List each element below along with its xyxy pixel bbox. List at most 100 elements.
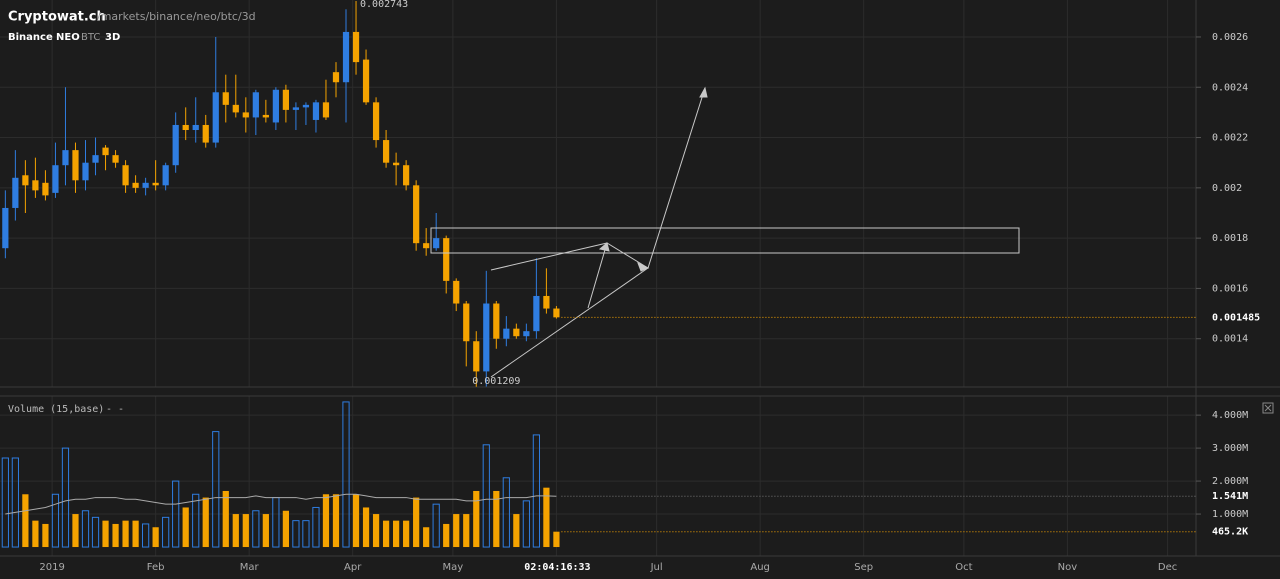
candle-body [403, 165, 410, 186]
candle-body [443, 238, 450, 281]
volume-bar [413, 497, 420, 548]
volume-bar [493, 490, 500, 548]
volume-ma-line [5, 493, 557, 515]
volume-bar [553, 531, 560, 548]
volume-bar [302, 520, 310, 548]
candle-body [152, 182, 159, 186]
volume-label: Volume (15,base) [8, 404, 104, 415]
candle-body [172, 124, 179, 166]
volume-bar [312, 506, 320, 548]
x-tick-label: Mar [240, 562, 260, 573]
volume-bar [182, 507, 189, 548]
x-tick-label: Dec [1158, 562, 1177, 573]
volume-bar [372, 514, 380, 548]
volume-bar [532, 434, 540, 548]
volume-bar [222, 490, 229, 548]
candle-body [513, 328, 520, 337]
candle-body [362, 59, 370, 103]
volume-bar [61, 447, 70, 548]
close-icon[interactable] [1264, 404, 1272, 412]
trend-line [490, 242, 608, 271]
x-tick-label: Apr [344, 562, 362, 573]
candle-body [543, 295, 550, 309]
candle-body [312, 102, 320, 120]
last-price-box [1198, 310, 1258, 325]
x-tick-label: Aug [750, 562, 770, 573]
candle-body [423, 243, 430, 249]
candle-body [112, 155, 119, 163]
low-annotation: 0.001209 [472, 376, 520, 387]
candle-body [102, 147, 109, 156]
volume-bar [332, 494, 340, 548]
grid [0, 0, 1196, 556]
site-name: Cryptowat.ch [8, 10, 106, 25]
volume-bar [172, 480, 180, 548]
volume-bar [382, 520, 390, 548]
volume-bar [423, 527, 430, 548]
high-annotation: 0.002743 [360, 0, 408, 10]
candle-body [252, 92, 259, 118]
candle-body [42, 182, 49, 196]
volume-bar [132, 520, 139, 548]
candle-body [12, 177, 19, 208]
volume-bar [513, 514, 520, 548]
candle-body [282, 89, 289, 110]
volume-tick-label: 4.000M [1212, 410, 1248, 421]
volume-bar [252, 510, 260, 548]
y-tick-label: 0.0014 [1212, 334, 1248, 345]
candle-body [222, 92, 229, 105]
candle-body [72, 150, 79, 181]
x-tick-label: 2019 [39, 562, 64, 573]
candle-body [372, 102, 380, 141]
volume-bar [432, 503, 440, 548]
candle-body [483, 303, 490, 372]
candle-body [503, 328, 510, 339]
y-tick-label: 0.0026 [1212, 32, 1248, 43]
exchange: Binance [8, 32, 53, 43]
x-tick-label: Jul [650, 562, 663, 573]
x-tick-label: May [443, 562, 464, 573]
drawings [430, 86, 1020, 378]
close-box[interactable] [1262, 402, 1274, 414]
countdown: 02:04:16:33 [524, 562, 590, 573]
volume-bar [352, 494, 360, 548]
volume-bar [463, 514, 470, 548]
volume-tick-label: 2.000M [1212, 476, 1248, 487]
candle-body [272, 89, 279, 123]
close-button[interactable] [1262, 402, 1274, 414]
volume-bar [502, 477, 510, 548]
x-tick-label: Feb [147, 562, 165, 573]
volume-tick-label: 3.000M [1212, 443, 1248, 454]
volume-bar [403, 520, 410, 548]
volume-bar [393, 520, 400, 548]
volume-bar [162, 516, 170, 548]
candle-body [192, 124, 199, 131]
candle-body [202, 124, 209, 143]
volume-bar [112, 523, 119, 548]
x-tick-label: Oct [955, 562, 972, 573]
volume-bar [122, 520, 129, 548]
candle-body [22, 175, 29, 186]
candle-body [523, 331, 530, 337]
candle-body [493, 303, 500, 339]
y-tick-label: 0.0024 [1212, 82, 1248, 93]
volume-bar [152, 527, 159, 548]
candle-body [212, 92, 219, 143]
candle-body [32, 180, 39, 191]
volume-bar [362, 507, 370, 548]
arrow-head [699, 86, 708, 98]
volume-bar [212, 431, 220, 548]
candle-body [322, 102, 330, 118]
candle-body [62, 150, 69, 166]
marks [1, 1, 560, 548]
y-tick-label: 0.0018 [1212, 233, 1248, 244]
volume-bar [262, 514, 269, 548]
interval: 3D [105, 32, 120, 43]
volume-bar [473, 490, 480, 548]
volume-tick-label: 1.000M [1212, 509, 1248, 520]
y-tick-label: 0.0022 [1212, 133, 1248, 144]
candle-body [342, 31, 350, 83]
candle-body [413, 185, 420, 244]
volume-bar [32, 520, 39, 548]
volume-bar [42, 523, 49, 548]
